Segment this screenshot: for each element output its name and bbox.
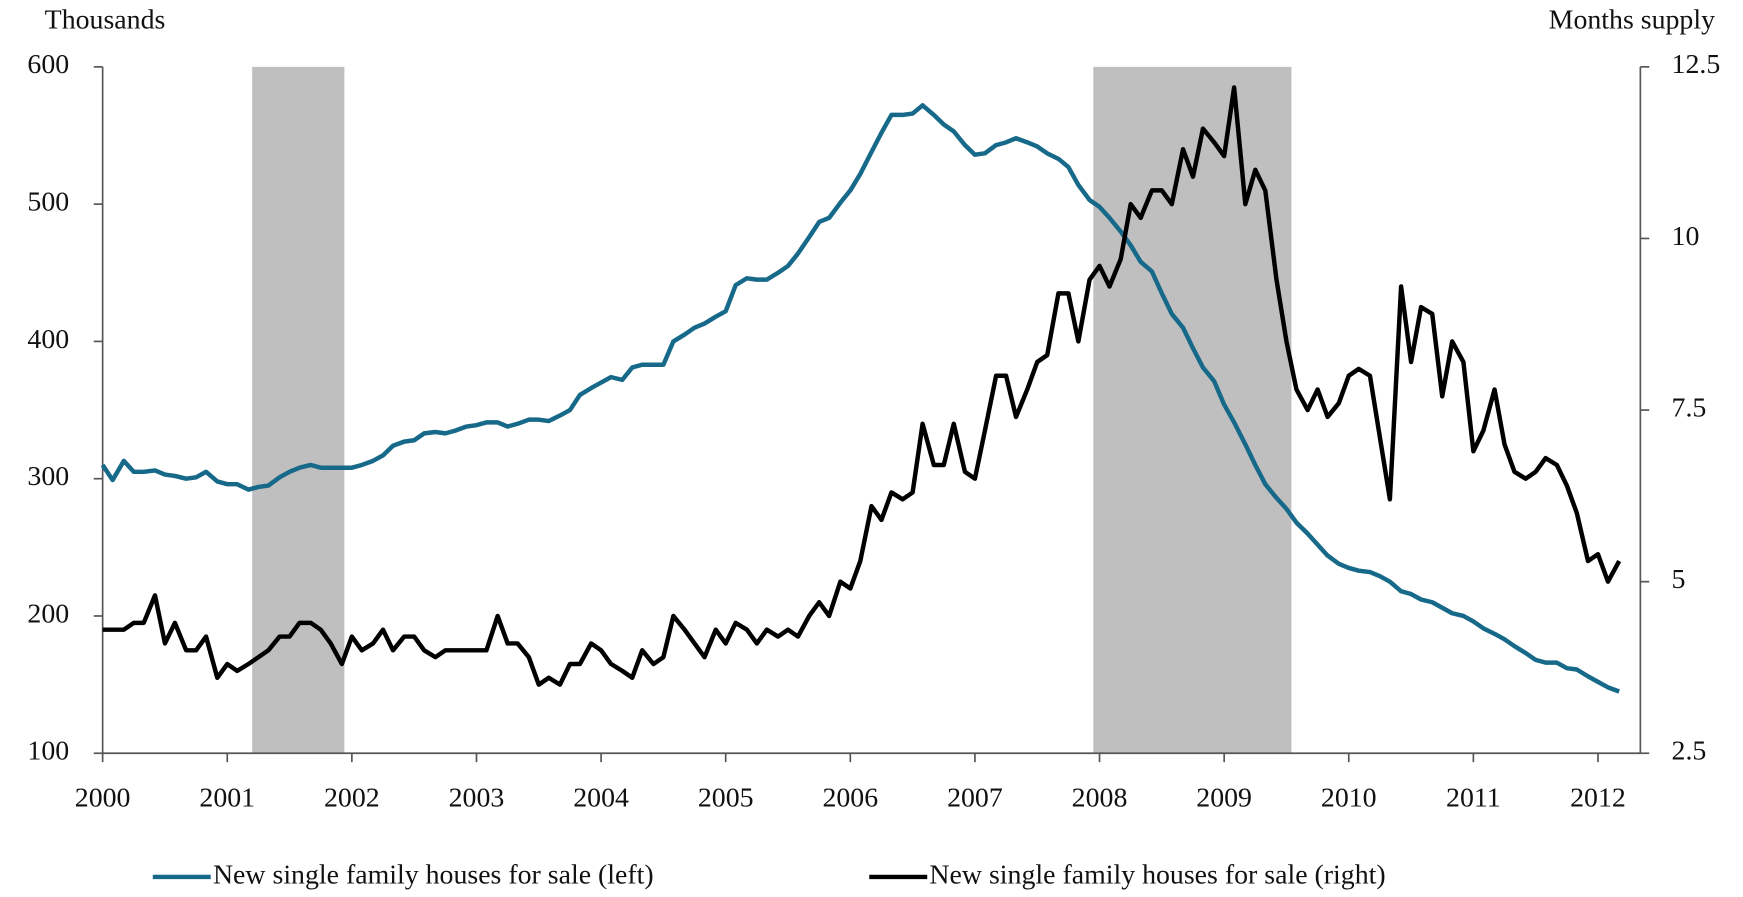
y2-tick-label: 12.5: [1672, 49, 1721, 80]
x-tick-label: 2012: [1570, 782, 1626, 813]
x-tick-label: 2000: [75, 782, 131, 813]
y2-tick-label: 10: [1672, 221, 1700, 252]
x-tick-label: 2006: [822, 782, 878, 813]
x-tick-label: 2005: [698, 782, 754, 813]
series-line: [100, 103, 1620, 694]
y-tick-label: 300: [27, 461, 69, 492]
y-tick-label: 400: [27, 324, 69, 355]
y-axis-label: Thousands: [45, 5, 166, 36]
x-tick-label: 2004: [573, 782, 629, 813]
x-tick-label: 2011: [1446, 782, 1501, 813]
x-tick-label: 2001: [199, 782, 255, 813]
x-tick-label: 2010: [1321, 782, 1377, 813]
x-tick-label: 2003: [449, 782, 505, 813]
y-tick-label: 200: [27, 598, 69, 629]
x-tick-label: 2008: [1072, 782, 1128, 813]
y-tick-label: 100: [27, 736, 69, 767]
y2-tick-label: 7.5: [1672, 392, 1707, 423]
y-tick-label: 500: [27, 187, 69, 218]
series-line: [102, 85, 1622, 687]
legend-label: New single family houses for sale (right…: [929, 859, 1385, 890]
y2-tick-label: 5: [1672, 564, 1686, 595]
y-tick-label: 600: [27, 49, 69, 80]
x-tick-label: 2007: [947, 782, 1003, 813]
y2-tick-label: 2.5: [1672, 736, 1707, 767]
y2-axis-label: Months supply: [1549, 5, 1715, 36]
x-tick-label: 2009: [1196, 782, 1252, 813]
legend-label: New single family houses for sale (left): [213, 859, 654, 890]
x-tick-label: 2002: [324, 782, 380, 813]
